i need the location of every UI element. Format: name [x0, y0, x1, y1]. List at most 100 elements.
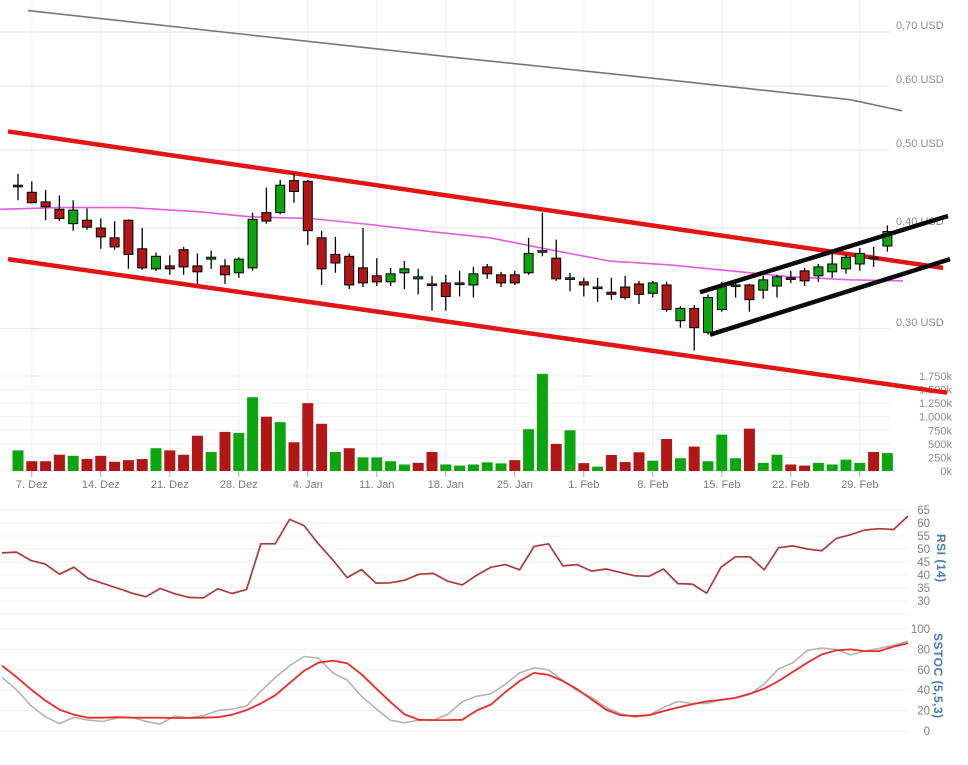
candle-body — [620, 286, 631, 299]
candle-body — [40, 201, 51, 208]
volume-bar — [260, 416, 272, 471]
volume-bar — [674, 458, 686, 471]
volume-bar — [412, 462, 424, 471]
volume-bar — [619, 462, 631, 471]
candle-body — [192, 265, 203, 273]
volume-bar — [536, 373, 548, 471]
volume-bar — [247, 397, 259, 471]
candle-body — [330, 253, 341, 264]
stoch-d-line — [1, 642, 909, 721]
volume-bar — [219, 431, 231, 471]
candle-body — [13, 184, 23, 188]
date-tick-label: 28. Dez — [220, 479, 258, 491]
candle-body — [868, 256, 879, 260]
candle-body — [137, 248, 148, 269]
candle-body — [689, 307, 700, 329]
volume-bar — [881, 453, 893, 471]
price-axis-label: 0,60 USD — [896, 74, 944, 86]
candle-body — [233, 258, 244, 274]
volume-bar — [771, 454, 783, 471]
volume-bar — [371, 457, 383, 471]
candle-body — [385, 273, 396, 283]
candle-body — [882, 231, 893, 247]
candle-body — [578, 281, 589, 286]
volume-bar — [357, 457, 369, 471]
candle-body — [785, 277, 796, 280]
volume-bar — [799, 465, 811, 471]
volume-bar — [109, 461, 121, 471]
volume-bar — [67, 455, 79, 471]
uptrend-upper-line — [699, 213, 949, 295]
candle-body — [744, 284, 755, 301]
candle-body — [302, 180, 313, 232]
rsi-line — [1, 515, 909, 599]
date-tick-label: 7. Dez — [16, 479, 48, 491]
volume-bar — [661, 438, 673, 471]
volume-bar — [454, 465, 466, 471]
volume-bar — [509, 460, 521, 471]
volume-bar — [481, 462, 493, 471]
volume-bar — [302, 403, 314, 471]
volume-bar — [440, 464, 452, 471]
volume-bar — [605, 454, 617, 471]
volume-bar — [812, 462, 824, 471]
volume-bar — [785, 464, 797, 471]
candle-body — [523, 252, 534, 274]
volume-axis-label: 750k — [928, 425, 952, 437]
candle-body — [772, 276, 782, 287]
price-axis-label: 0,70 USD — [896, 20, 944, 32]
candle-body — [854, 252, 865, 265]
candle-body — [261, 212, 272, 222]
rsi-axis-label: 45 — [917, 557, 930, 569]
volume-bar — [868, 452, 880, 471]
volume-bar — [757, 462, 769, 471]
long-ma-line — [27, 9, 903, 112]
volume-bar — [136, 459, 148, 471]
stoch-panel-title: SSTOC (5,5,3) — [931, 633, 945, 719]
date-tick-label: 11. Jan — [359, 479, 394, 491]
volume-bar — [426, 452, 438, 471]
candle-body — [440, 282, 451, 297]
candle-body — [509, 274, 520, 284]
volume-bar — [730, 458, 742, 471]
price-axis-label: 0,30 USD — [896, 317, 944, 329]
date-tick-label: 14. Dez — [82, 479, 120, 491]
volume-bar — [26, 461, 38, 471]
date-tick-label: 22. Feb — [772, 479, 809, 491]
candle-body — [827, 263, 838, 273]
volume-bar — [688, 446, 700, 471]
volume-bar — [205, 452, 217, 471]
candle-body — [275, 184, 286, 214]
candle-body — [730, 284, 741, 288]
candle-body — [537, 250, 548, 253]
volume-bar — [743, 428, 755, 471]
candle-body — [54, 208, 65, 220]
candle-body — [606, 291, 617, 295]
candle-body — [371, 275, 382, 283]
volume-bar — [592, 466, 604, 471]
volume-bar — [150, 448, 162, 471]
volume-bar — [523, 429, 535, 471]
rsi-axis-label: 65 — [917, 505, 930, 517]
rsi-axis-label: 60 — [917, 518, 930, 530]
candle-body — [758, 279, 769, 291]
volume-bar — [633, 452, 645, 471]
candle-body — [220, 265, 230, 276]
volume-bar — [316, 423, 328, 471]
volume-bar — [178, 454, 190, 471]
volume-bar — [329, 452, 341, 471]
volume-bar — [53, 454, 65, 471]
rsi-axis-label: 30 — [917, 596, 930, 608]
date-tick-label: 4. Jan — [293, 479, 323, 491]
downtrend-lower-line — [7, 256, 948, 395]
candle-body — [634, 283, 644, 295]
candle-body — [482, 266, 493, 275]
volume-bar — [122, 460, 134, 471]
volume-bar — [288, 442, 300, 471]
uptrend-lower-line — [709, 257, 951, 337]
stoch-k-line — [1, 640, 909, 725]
volume-bar — [550, 443, 562, 471]
volume-bar — [840, 459, 852, 471]
volume-axis-label: 250k — [928, 452, 952, 464]
